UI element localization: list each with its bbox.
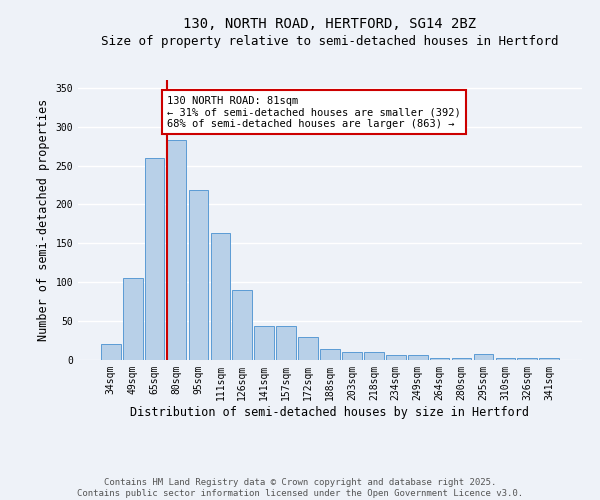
Bar [320, 349, 340, 360]
Bar [188, 190, 208, 360]
Bar [408, 356, 428, 360]
Bar [386, 356, 406, 360]
Bar [473, 354, 493, 360]
Bar [364, 352, 384, 360]
Bar [101, 344, 121, 360]
Bar [167, 140, 187, 360]
Bar [232, 290, 252, 360]
Text: Size of property relative to semi-detached houses in Hertford: Size of property relative to semi-detach… [101, 35, 559, 48]
Bar [517, 358, 537, 360]
Text: 130, NORTH ROAD, HERTFORD, SG14 2BZ: 130, NORTH ROAD, HERTFORD, SG14 2BZ [184, 18, 476, 32]
Bar [496, 358, 515, 360]
Bar [539, 358, 559, 360]
X-axis label: Distribution of semi-detached houses by size in Hertford: Distribution of semi-detached houses by … [131, 406, 530, 418]
Bar [430, 358, 449, 360]
Text: Contains HM Land Registry data © Crown copyright and database right 2025.
Contai: Contains HM Land Registry data © Crown c… [77, 478, 523, 498]
Bar [145, 158, 164, 360]
Bar [211, 233, 230, 360]
Text: 130 NORTH ROAD: 81sqm
← 31% of semi-detached houses are smaller (392)
68% of sem: 130 NORTH ROAD: 81sqm ← 31% of semi-deta… [167, 96, 461, 129]
Bar [254, 326, 274, 360]
Bar [123, 278, 143, 360]
Bar [452, 358, 472, 360]
Bar [342, 352, 362, 360]
Bar [276, 326, 296, 360]
Bar [298, 336, 318, 360]
Y-axis label: Number of semi-detached properties: Number of semi-detached properties [37, 99, 50, 341]
